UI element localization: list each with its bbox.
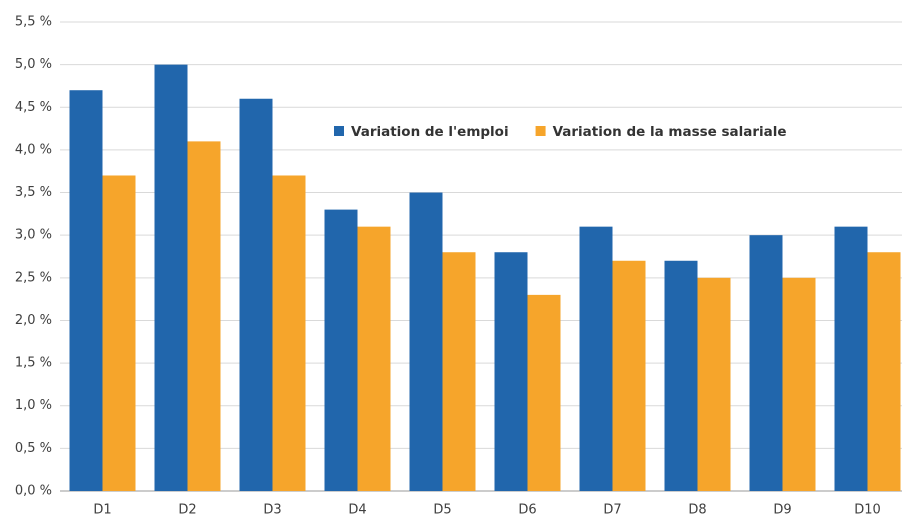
y-tick-label: 0,0 % [15, 484, 52, 499]
x-tick-label: D5 [433, 503, 451, 517]
bar [154, 64, 188, 492]
bar [442, 252, 476, 491]
y-tick-label: 2,5 % [15, 270, 52, 285]
bar [834, 226, 868, 491]
bar [697, 277, 731, 491]
bar [527, 294, 561, 491]
y-tick-label: 5,0 % [15, 57, 52, 72]
bar [409, 192, 443, 491]
x-tick-label: D9 [773, 503, 791, 517]
bar [187, 141, 221, 491]
x-tick-label: D8 [688, 503, 706, 517]
bar [324, 209, 358, 491]
y-tick-label: 4,0 % [15, 142, 52, 157]
y-tick-label: 5,5 % [15, 15, 52, 30]
legend-swatch [334, 126, 344, 136]
x-tick-label: D2 [178, 503, 196, 517]
bar [494, 252, 528, 491]
y-tick-label: 0,5 % [15, 441, 52, 456]
y-tick-label: 1,5 % [15, 356, 52, 371]
legend-swatch [535, 126, 546, 136]
bar [579, 226, 613, 491]
x-tick-label: D7 [603, 503, 621, 517]
x-tick-label: D1 [93, 503, 111, 517]
x-tick-label: D10 [854, 503, 881, 517]
bar [102, 175, 136, 491]
y-tick-label: 1,0 % [15, 398, 52, 413]
x-tick-label: D3 [263, 503, 281, 517]
x-tick-label: D4 [348, 503, 366, 517]
bar [664, 260, 698, 491]
legend-label: Variation de l'emploi [351, 124, 509, 140]
x-tick-label: D6 [518, 503, 536, 517]
bar [749, 235, 783, 491]
bar [357, 226, 391, 491]
bar [69, 90, 103, 491]
legend: Variation de l'emploi Variation de la mas… [334, 124, 787, 140]
y-tick-label: 3,0 % [15, 228, 52, 243]
legend-label: Variation de la masse salariale [553, 124, 787, 140]
y-tick-label: 4,5 % [15, 100, 52, 115]
y-tick-label: 3,5 % [15, 185, 52, 200]
bar [239, 98, 273, 491]
bar [612, 260, 646, 491]
bar [782, 277, 816, 491]
bar [272, 175, 306, 491]
y-tick-label: 2,0 % [15, 313, 52, 328]
bar [867, 252, 901, 491]
